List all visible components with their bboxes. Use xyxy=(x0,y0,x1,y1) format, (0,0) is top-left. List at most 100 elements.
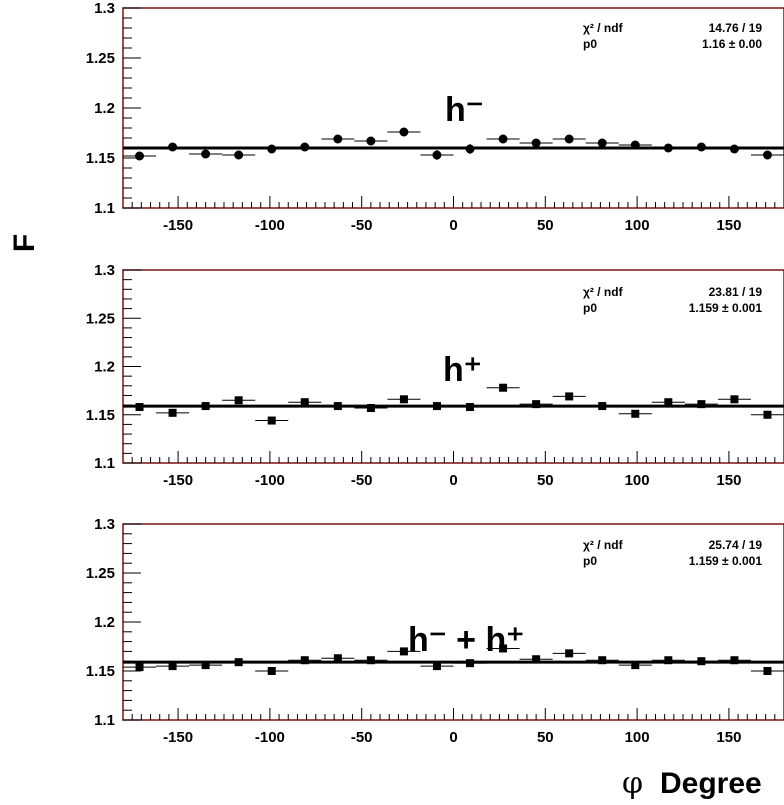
data-point xyxy=(334,402,342,410)
data-point xyxy=(631,410,639,418)
x-tick-label: 0 xyxy=(449,217,457,234)
x-tick-label: 100 xyxy=(625,729,650,746)
data-point xyxy=(333,135,342,144)
data-point xyxy=(730,145,739,154)
data-point xyxy=(532,655,540,663)
y-tick-label: 1.1 xyxy=(94,200,115,217)
data-point xyxy=(532,139,541,148)
stats-label: p0 xyxy=(583,301,597,315)
data-point xyxy=(466,403,474,411)
panel-2: 1.1 1.15 1.2 1.25 1.3 -150 -100 -50 0 50 100 150 χ² … xyxy=(86,262,784,489)
data-point xyxy=(301,398,309,406)
data-point xyxy=(136,663,144,671)
data-point xyxy=(598,402,606,410)
x-tick-label: 150 xyxy=(716,729,741,746)
x-tick-label: 50 xyxy=(537,217,554,234)
y-tick-label: 1.2 xyxy=(94,100,115,117)
y-axis-label: F xyxy=(8,234,41,252)
data-point xyxy=(267,145,276,154)
data-point xyxy=(169,662,177,670)
panel-3: 1.1 1.15 1.2 1.25 1.3 -150 -100 -50 0 50 100 150 χ² … xyxy=(86,516,784,746)
x-tick-label: 100 xyxy=(625,472,650,489)
y-tick-label: 1.2 xyxy=(94,359,115,376)
data-point xyxy=(631,141,640,150)
y-tick-label: 1.15 xyxy=(86,150,115,167)
x-tick-label: -100 xyxy=(255,217,285,234)
x-tick-label: 100 xyxy=(625,217,650,234)
data-point xyxy=(565,135,574,144)
stats-value: 1.159 ± 0.001 xyxy=(689,301,763,315)
y-tick-label: 1.25 xyxy=(86,50,115,67)
data-point xyxy=(367,404,375,412)
data-point xyxy=(169,409,177,417)
data-point xyxy=(334,654,342,662)
x-tick-label: -100 xyxy=(255,472,285,489)
y-tick-label: 1.15 xyxy=(86,663,115,680)
data-point xyxy=(301,656,309,664)
y-tick-label: 1.15 xyxy=(86,407,115,424)
x-tick-label: -150 xyxy=(163,472,193,489)
data-point xyxy=(400,395,408,403)
panel-label: h⁺ xyxy=(443,351,482,389)
data-point xyxy=(202,402,210,410)
x-tick-label: 150 xyxy=(716,472,741,489)
stats-value: 1.16 ± 0.00 xyxy=(702,37,762,51)
data-point xyxy=(598,139,607,148)
panel-label: h⁻ + h⁺ xyxy=(408,621,524,659)
x-tick-label: -150 xyxy=(163,729,193,746)
stats-value: 14.76 / 19 xyxy=(709,21,763,35)
stats-value: 25.74 / 19 xyxy=(709,538,763,552)
panel-1: 1.1 1.15 1.2 1.25 1.3 -150 -100 -50 0 50 100 150 χ² … xyxy=(86,0,784,234)
stats-value: 1.159 ± 0.001 xyxy=(689,554,763,568)
data-point xyxy=(598,656,606,664)
data-point xyxy=(664,656,672,664)
data-point xyxy=(268,417,276,425)
y-tick-label: 1.1 xyxy=(94,455,115,472)
y-tick-label: 1.3 xyxy=(94,262,115,279)
y-tick-label: 1.2 xyxy=(94,614,115,631)
data-point xyxy=(366,137,375,146)
y-tick-label: 1.3 xyxy=(94,0,115,17)
x-tick-label: 50 xyxy=(537,472,554,489)
data-point xyxy=(565,392,573,400)
x-tick-label: -100 xyxy=(255,729,285,746)
data-point xyxy=(631,661,639,669)
stats-label: χ² / ndf xyxy=(583,285,624,299)
data-point xyxy=(234,151,243,160)
data-point xyxy=(697,400,705,408)
x-tick-label: 0 xyxy=(449,729,457,746)
data-point xyxy=(300,143,309,152)
data-point xyxy=(697,143,706,152)
data-point xyxy=(268,667,276,675)
data-point xyxy=(201,150,210,159)
data-point xyxy=(763,151,772,160)
data-point xyxy=(466,145,475,154)
x-tick-label: 0 xyxy=(449,472,457,489)
data-point xyxy=(664,398,672,406)
data-point xyxy=(763,411,771,419)
data-point xyxy=(235,396,243,404)
data-point xyxy=(763,667,771,675)
data-point xyxy=(565,649,573,657)
x-tick-label: -50 xyxy=(351,472,373,489)
x-axis-label-text: Degree xyxy=(660,767,762,800)
y-tick-label: 1.25 xyxy=(86,310,115,327)
panel-label: h⁻ xyxy=(445,91,484,129)
data-point xyxy=(400,647,408,655)
data-point xyxy=(664,144,673,153)
data-point xyxy=(433,402,441,410)
x-tick-label: -150 xyxy=(163,217,193,234)
x-tick-label: 50 xyxy=(537,729,554,746)
x-axis-label-symbol: φ xyxy=(622,766,643,801)
data-point xyxy=(367,656,375,664)
y-tick-label: 1.3 xyxy=(94,516,115,533)
data-point xyxy=(433,662,441,670)
data-point xyxy=(168,143,177,152)
stats-label: p0 xyxy=(583,37,597,51)
data-point xyxy=(432,151,441,160)
data-point xyxy=(136,403,144,411)
y-tick-label: 1.25 xyxy=(86,565,115,582)
data-point xyxy=(532,400,540,408)
data-point xyxy=(202,661,210,669)
